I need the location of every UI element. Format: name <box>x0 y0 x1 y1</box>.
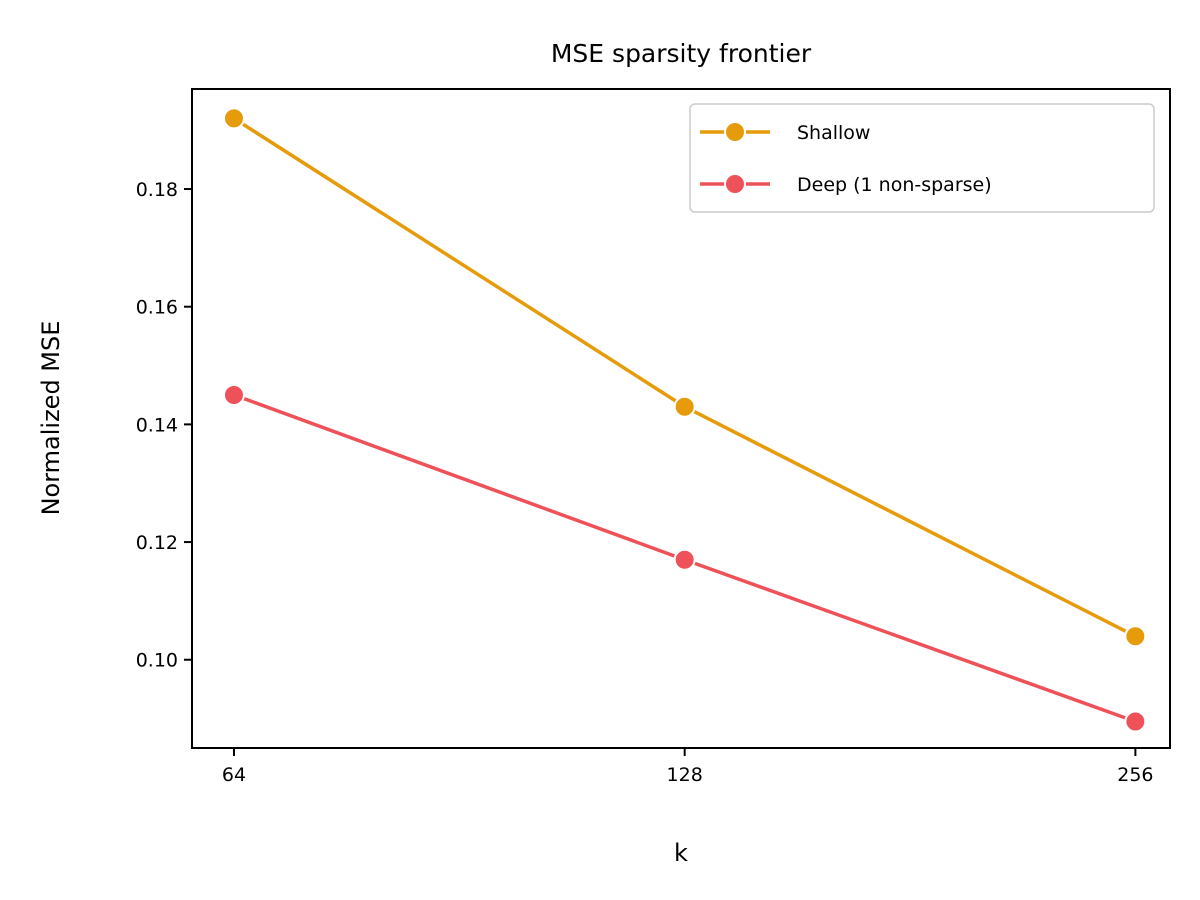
x-axis-label: k <box>674 839 688 867</box>
y-axis: 0.10 0.12 0.14 0.16 0.18 <box>136 179 192 672</box>
series-2 <box>222 383 1147 733</box>
data-point <box>673 395 696 418</box>
chart-title: MSE sparsity frontier <box>551 39 812 68</box>
y-tick-label: 0.18 <box>136 179 178 201</box>
legend-label: Deep (1 non-sparse) <box>797 174 992 196</box>
y-tick-label: 0.10 <box>136 650 178 672</box>
data-point <box>222 383 245 406</box>
plot-frame <box>191 88 1171 749</box>
y-tick-label: 0.14 <box>136 414 178 436</box>
x-tick-label: 128 <box>667 764 703 786</box>
data-point <box>1124 710 1147 733</box>
legend-item: Deep (1 non-sparse) <box>700 173 992 196</box>
y-tick-label: 0.16 <box>136 297 178 319</box>
x-tick-label: 64 <box>222 764 246 786</box>
legend-swatch-marker <box>724 121 746 143</box>
series-group <box>222 107 1147 733</box>
data-point <box>673 548 696 571</box>
series-1 <box>222 107 1147 648</box>
y-tick-label: 0.12 <box>136 532 178 554</box>
x-axis: 64 128 256 <box>222 748 1154 786</box>
legend: Shallow Deep (1 non-sparse) <box>689 103 1155 213</box>
legend-swatch-marker <box>724 173 746 195</box>
legend-box <box>689 103 1155 213</box>
legend-label: Shallow <box>797 122 870 144</box>
y-axis-label: Normalized MSE <box>37 321 65 516</box>
legend-item: Shallow <box>700 121 870 144</box>
data-point <box>222 107 245 130</box>
data-point <box>1124 625 1147 648</box>
x-tick-label: 256 <box>1117 764 1153 786</box>
